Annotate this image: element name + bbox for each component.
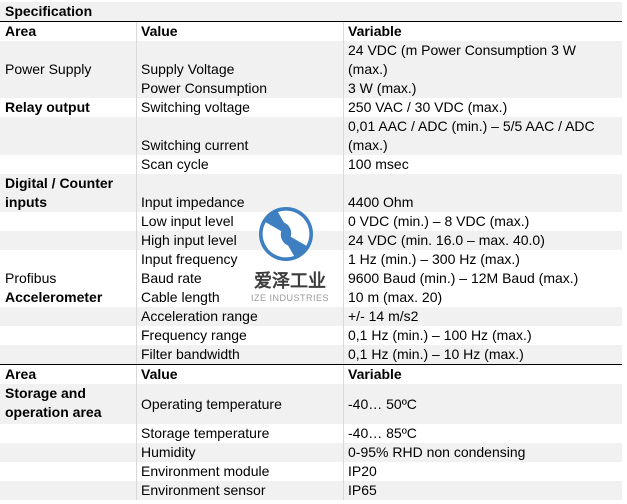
value-cell: Scan cycle <box>137 155 344 174</box>
column-header-variable: Variable <box>348 366 402 382</box>
table-row: Scan cycle 100 msec <box>0 155 622 174</box>
table-row: Acceleration range +/- 14 m/s2 <box>0 307 622 326</box>
variable-cell: 0 VDC (min.) – 8 VDC (max.) <box>348 213 530 229</box>
table-row-accelerometer: Accelerometer Cable length 10 m (max. 20… <box>0 288 622 307</box>
table-row-profibus: Profibus Baud rate 9600 Baud (min.) – 12… <box>0 269 622 288</box>
variable-cell: 1 Hz (min.) – 300 Hz (max.) <box>348 251 520 267</box>
variable-cell: 100 msec <box>348 156 409 172</box>
value-cell: Environment sensor <box>137 481 344 500</box>
area-cell <box>0 345 137 364</box>
table-row: Storage temperature -40… 85ºC <box>0 424 622 443</box>
area-cell <box>0 462 137 481</box>
value-line: Supply Voltage <box>141 61 235 77</box>
variable-line: 24 VDC (m Power Consumption 3 W (max.) <box>348 42 576 77</box>
area-cell <box>0 424 137 443</box>
variable-cell: 4400 Ohm <box>348 194 414 210</box>
variable-cell: 9600 Baud (min.) – 12M Baud (max.) <box>348 270 579 286</box>
value-cell: Switching voltage <box>137 98 344 117</box>
value-cell: Supply Voltage Power Consumption <box>137 41 344 98</box>
area-cell <box>0 326 137 345</box>
area-cell <box>0 250 137 269</box>
table-row: Low input level 0 VDC (min.) – 8 VDC (ma… <box>0 212 622 231</box>
variable-cell: 0,01 AAC / ADC (min.) – 5/5 AAC / ADC (m… <box>348 118 595 153</box>
value-cell: Storage temperature <box>137 424 344 443</box>
variable-cell: 250 VAC / 30 VDC (max.) <box>348 99 508 115</box>
column-header-area: Area <box>0 365 137 384</box>
area-cell <box>0 212 137 231</box>
variable-line: 3 W (max.) <box>348 80 417 96</box>
table-row: High input level 24 VDC (min. 16.0 – max… <box>0 231 622 250</box>
variable-cell: 0-95% RHD non condensing <box>348 444 526 460</box>
table-row: Environment sensor IP65 <box>0 481 622 500</box>
area-cell: Relay output <box>0 98 137 117</box>
column-header-variable: Variable <box>348 23 402 39</box>
value-cell: Input frequency <box>137 250 344 269</box>
variable-cell: IP65 <box>348 482 377 498</box>
table-row: Relay output Switching voltage 250 VAC /… <box>0 98 622 117</box>
column-header-area: Area <box>0 22 137 41</box>
variable-cell: -40… 85ºC <box>348 425 417 441</box>
area-cell <box>0 443 137 462</box>
value-cell: Low input level <box>137 212 344 231</box>
table-header-2: Area Value Variable <box>0 364 622 384</box>
table-row: Humidity 0-95% RHD non condensing <box>0 443 622 462</box>
variable-cell: 10 m (max. 20) <box>348 289 443 305</box>
table-row: Input frequency 1 Hz (min.) – 300 Hz (ma… <box>0 250 622 269</box>
table-header: Area Value Variable <box>0 22 622 41</box>
table-row: Filter bandwidth 0,1 Hz (min.) – 10 Hz (… <box>0 345 622 364</box>
variable-cell: 0,1 Hz (min.) – 100 Hz (max.) <box>348 327 532 343</box>
area-cell: Digital / Counter inputs <box>0 174 137 212</box>
variable-cell: 24 VDC (min. 16.0 – max. 40.0) <box>348 232 545 248</box>
value-cell: Input impedance <box>137 174 344 212</box>
variable-cell: 24 VDC (m Power Consumption 3 W (max.) 3… <box>344 41 622 98</box>
value-cell: Switching current <box>137 117 344 155</box>
area-cell <box>0 155 137 174</box>
value-cell: Humidity <box>137 443 344 462</box>
variable-cell: +/- 14 m/s2 <box>348 308 419 324</box>
variable-cell: -40… 50ºC <box>348 395 417 412</box>
value-cell: Frequency range <box>137 326 344 345</box>
area-cell <box>0 481 137 500</box>
table-row: Frequency range 0,1 Hz (min.) – 100 Hz (… <box>0 326 622 345</box>
area-cell: Storage and operation area <box>0 384 137 424</box>
value-cell: Cable length <box>137 288 344 307</box>
value-line: Power Consumption <box>141 80 268 96</box>
area-cell: Profibus <box>0 269 137 288</box>
variable-cell: IP20 <box>348 463 377 479</box>
value-cell: High input level <box>137 231 344 250</box>
value-cell: Operating temperature <box>137 384 344 424</box>
area-cell <box>0 231 137 250</box>
table-row-power-supply: Power Supply Supply Voltage Power Consum… <box>0 41 622 98</box>
table-row: Environment module IP20 <box>0 462 622 481</box>
table-row-digital-inputs: Digital / Counter inputs Input impedance… <box>0 174 622 212</box>
table-row-storage-area: Storage and operation area Operating tem… <box>0 384 622 424</box>
column-header-value: Value <box>137 365 344 384</box>
table-row: Switching current 0,01 AAC / ADC (min.) … <box>0 117 622 155</box>
area-cell <box>0 117 137 155</box>
table-title: Specification <box>0 2 622 22</box>
area-cell: Accelerometer <box>0 288 137 307</box>
area-cell <box>0 307 137 326</box>
value-cell: Environment module <box>137 462 344 481</box>
value-cell: Filter bandwidth <box>137 345 344 364</box>
value-cell: Baud rate <box>137 269 344 288</box>
value-cell: Acceleration range <box>137 307 344 326</box>
area-cell: Power Supply <box>0 41 137 98</box>
column-header-value: Value <box>137 22 344 41</box>
variable-cell: 0,1 Hz (min.) – 10 Hz (max.) <box>348 346 524 362</box>
